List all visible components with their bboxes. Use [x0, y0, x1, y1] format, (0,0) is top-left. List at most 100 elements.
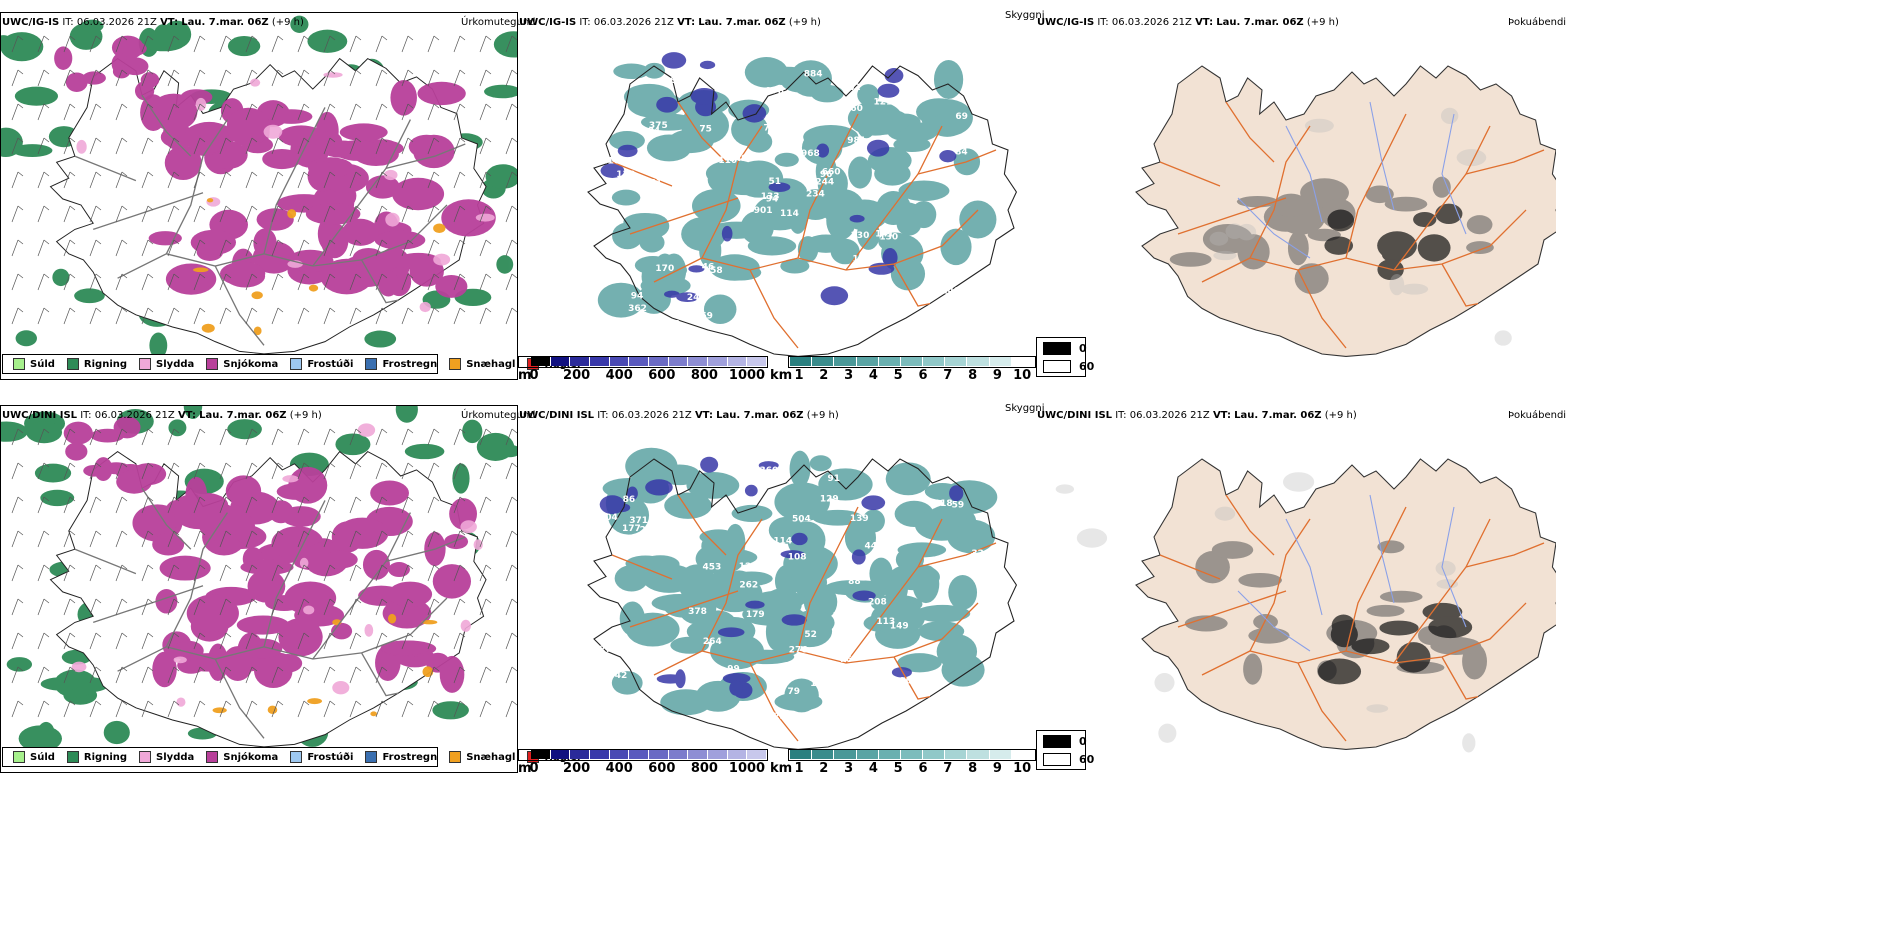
height-colorbar-segment [708, 357, 728, 366]
valid-time: Lau. 7.mar. 06Z [716, 410, 804, 421]
legend-label: Snæhagl [466, 358, 516, 370]
cloud-base-value: 94 [766, 195, 779, 205]
lead-time: (+9 h) [806, 410, 839, 421]
precip-map [0, 15, 518, 359]
visibility-colorbar-segment [856, 750, 879, 759]
legend-swatch [139, 751, 152, 763]
legend-swatch [290, 751, 303, 763]
cloud-base-value: 99 [727, 665, 740, 675]
height-colorbar-segment [550, 357, 571, 366]
model-name: UWC/DINI ISL [1037, 410, 1113, 421]
cloud-base-value: 230 [773, 712, 792, 722]
height-tick: 400 [605, 368, 633, 383]
cloud-base-value: 69 [955, 112, 968, 122]
lead-time: (+9 h) [1324, 410, 1357, 421]
cloud-base-value: 218 [934, 499, 953, 509]
visibility-unit: km [770, 368, 793, 383]
panel-header: UWC/IG-IS IT: 06.03.2026 21Z VT: Lau. 7.… [2, 17, 304, 29]
legend-label: Frostúði [307, 358, 354, 370]
legend-swatch [449, 358, 462, 370]
panel-header: UWC/DINI ISL IT: 06.03.2026 21Z VT: Lau.… [519, 410, 839, 422]
cloud-base-value: 86 [623, 495, 636, 505]
cloud-base-value: 234 [806, 190, 825, 200]
legend-label: Slydda [156, 358, 195, 370]
cloud-base-value: 190 [893, 677, 912, 687]
height-tick: 1000 [728, 368, 766, 383]
cloud-base-value: 60 [850, 104, 863, 114]
visibility-colorbar-segment [923, 357, 946, 366]
legend-item-snjókoma: Snjókoma [206, 358, 278, 370]
model-name: UWC/IG-IS [2, 17, 60, 28]
height-colorbar-segment [688, 357, 708, 366]
height-colorbar-segment [708, 750, 728, 759]
visibility-colorbar-segment [812, 357, 835, 366]
panel-header: UWC/IG-IS IT: 06.03.2026 21Z VT: Lau. 7.… [1037, 17, 1339, 29]
cloud-base-value: 52 [804, 630, 817, 640]
fog-map [1135, 65, 1556, 357]
legend-label: Frostregn [382, 358, 438, 370]
visibility-tick: 3 [844, 761, 854, 776]
height-colorbar-segment [747, 750, 767, 759]
visibility-tick: 9 [992, 368, 1002, 383]
fog-legend-swatch [1043, 342, 1071, 355]
valid-time: Lau. 7.mar. 06Z [181, 17, 269, 28]
visibility-colorbar: km 1 2 3 4 5 6 7 8 9 10 [770, 357, 1034, 385]
height-tick: 400 [605, 761, 633, 776]
visibility-tick: 7 [943, 368, 953, 383]
cloud-base-value: 244 [815, 178, 834, 188]
visibility-colorbar-segment [856, 357, 879, 366]
cloud-base-value: 121 [874, 97, 893, 107]
visibility-colorbar-frame [788, 749, 1036, 761]
legend-swatch [206, 358, 219, 370]
cloud-base-value: 720 [763, 123, 782, 133]
init-time-label: IT: [1097, 17, 1109, 28]
precip-type-panel [0, 12, 518, 392]
cloud-base-value: 79 [787, 687, 800, 697]
fog-legend-value: 60 [1079, 753, 1095, 766]
cloud-base-value: 371 [629, 516, 648, 526]
fog-legend: 0 60 [1036, 337, 1094, 377]
height-colorbar-segment [668, 357, 689, 366]
cloud-base-value: 138 [616, 170, 635, 180]
legend-item-súld: Súld [13, 751, 55, 763]
cloud-base-value: 158 [704, 266, 723, 276]
height-colorbar-segment [531, 357, 551, 366]
visibility-unit: km [770, 761, 793, 776]
visibility-tick: 4 [868, 368, 878, 383]
panel-header: UWC/IG-IS IT: 06.03.2026 21Z VT: Lau. 7.… [519, 17, 821, 29]
cloud-base-value: 114 [780, 209, 799, 219]
cloud-base-value: 75 [699, 125, 712, 135]
cloud-base-value: 179 [746, 610, 765, 620]
legend-swatch [13, 751, 25, 763]
valid-time: Lau. 7.mar. 06Z [199, 410, 287, 421]
valid-time-label: VT: [1212, 410, 1231, 421]
init-time: 06.03.2026 21Z [1111, 17, 1192, 28]
height-tick: 600 [648, 368, 676, 383]
cloud-base-value: 59 [952, 501, 965, 511]
legend-label: Slydda [156, 751, 195, 763]
fog-panel [1036, 30, 1556, 370]
visibility-tick: 5 [893, 368, 903, 383]
cloud-base-value: 87 [919, 315, 932, 325]
fog-panel-title: Þokuábendi [1508, 17, 1567, 28]
valid-time-label: VT: [1195, 17, 1214, 28]
cloud-base-value: 149 [942, 287, 961, 297]
visibility-tick: 8 [968, 368, 978, 383]
cloud-base-value: 210 [601, 157, 620, 167]
cloud-base-value: 153 [810, 679, 829, 689]
init-time: 06.03.2026 21Z [76, 17, 157, 28]
cloud-base-value: 85 [650, 509, 663, 519]
fog-panel [1036, 423, 1556, 763]
fog-legend-value: 0 [1079, 342, 1087, 355]
model-name: UWC/IG-IS [1037, 17, 1095, 28]
cloud-base-value: 204 [599, 513, 618, 523]
visibility-colorbar: km 1 2 3 4 5 6 7 8 9 10 [770, 750, 1034, 778]
legend-label: Súld [30, 358, 55, 370]
panel-header: UWC/DINI ISL IT: 06.03.2026 21Z VT: Lau.… [1037, 410, 1357, 422]
cloud-base-value: 114 [773, 537, 792, 547]
height-tick: 200 [563, 761, 591, 776]
fog-map [1055, 458, 1556, 753]
legend-item-slydda: Slydda [139, 358, 194, 370]
cloud-base-value: 47 [949, 698, 962, 708]
height-colorbar: m 0 200 400 600 800 1000 [518, 357, 767, 385]
